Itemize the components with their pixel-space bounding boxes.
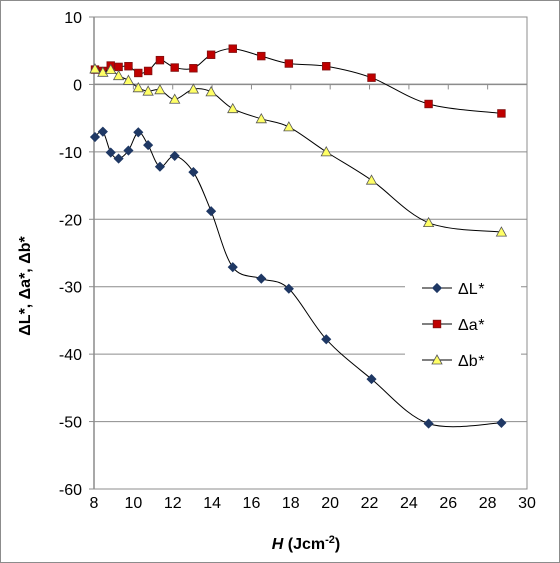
series-3-point-3 [105, 63, 117, 74]
legend-label-2-star: * [478, 317, 485, 334]
series-3-point-6 [132, 81, 144, 93]
series-1-point-17 [423, 418, 434, 429]
legend: ΔL*Δa*Δb* [405, 268, 521, 376]
series-3-point-8 [154, 83, 166, 95]
legend-background [405, 268, 521, 376]
series-3-point-15 [320, 146, 332, 157]
legend-label-2: Δa* [458, 317, 485, 334]
legend-label-1-star: * [478, 281, 485, 298]
series-3-point-5 [122, 74, 135, 85]
legend-label-1: ΔL* [458, 281, 485, 298]
series-2-point-9 [170, 63, 179, 72]
x-tick-label-22: 22 [361, 495, 379, 512]
x-tick-label-16: 16 [243, 495, 261, 512]
y-tick-label--30: -30 [59, 280, 82, 297]
series-2-point-8 [155, 55, 165, 65]
series-1-point-6 [133, 127, 144, 138]
y-axis-title: ΔL*, Δa*, Δb* [17, 236, 34, 336]
series-2-point-12 [228, 44, 237, 53]
legend-label-3-star: * [478, 353, 485, 370]
series-3-point-18 [495, 226, 508, 237]
series-1-point-9 [169, 150, 180, 161]
series-3-point-7 [142, 85, 154, 96]
series-1-point-14 [283, 283, 294, 294]
axes [89, 16, 528, 490]
series-1-point-15 [321, 334, 332, 345]
series-1-point-10 [188, 167, 199, 178]
series-2-point-4 [114, 62, 123, 72]
y-tick-label--60: -60 [59, 482, 82, 499]
y-tick-label-10: 10 [64, 10, 82, 27]
series-2-point-15 [322, 62, 331, 71]
x-tick-label-10: 10 [124, 495, 142, 512]
tick-labels: 8 10 12 14 16 18 20 22 24 26 28 30 10 0 -10 -20 -30 -40 -5… [59, 10, 536, 512]
x-axis-title-close: ) [335, 536, 340, 553]
series-1-point-18 [496, 417, 507, 428]
series-2-point-7 [143, 66, 153, 76]
series-1-point-12 [227, 262, 238, 273]
y-tick-label--50: -50 [59, 415, 82, 432]
series-2-point-5 [124, 62, 133, 71]
series-3-point-17 [422, 216, 435, 228]
series-1-point-13 [256, 273, 267, 284]
series-1-point-8 [154, 161, 165, 172]
series-3-point-2 [97, 66, 109, 77]
x-axis-title-variable: H [272, 536, 284, 553]
x-tick-label-28: 28 [479, 495, 497, 512]
series-layer [89, 44, 508, 429]
x-axis-title-unit: (Jcm [283, 536, 325, 553]
series-3 [89, 63, 508, 237]
series-3-point-9 [169, 93, 181, 104]
series-2-point-18 [497, 109, 506, 118]
x-tick-label-20: 20 [321, 495, 339, 512]
x-axis-title: H (Jcm-2) [272, 534, 340, 553]
series-2-point-13 [257, 51, 266, 61]
series-3-point-4 [112, 69, 125, 81]
legend-label-3: Δb* [458, 353, 485, 370]
x-tick-label-24: 24 [400, 495, 418, 512]
series-3-point-11 [205, 86, 217, 97]
x-tick-label-30: 30 [518, 495, 536, 512]
series-3-point-14 [283, 121, 295, 132]
legend-label-1-symbol: ΔL [458, 281, 478, 298]
series-1-point-7 [143, 140, 154, 151]
y-tick-label-0: 0 [73, 77, 82, 94]
legend-label-3-symbol: Δb [458, 353, 478, 370]
series-2-point-10 [189, 64, 198, 73]
series-2-point-17 [424, 99, 433, 109]
series-3-point-13 [255, 112, 267, 124]
series-1-point-2 [97, 126, 108, 137]
series-1 [89, 126, 507, 429]
x-tick-label-12: 12 [164, 495, 182, 512]
series-1-point-1 [89, 131, 101, 143]
x-axis-title-exponent: -2 [325, 534, 335, 546]
y-tick-label--40: -40 [59, 347, 82, 364]
legend-marker-2 [432, 319, 442, 329]
y-tick-label--10: -10 [59, 145, 82, 162]
series-2-point-14 [284, 59, 294, 68]
x-tick-label-8: 8 [90, 495, 99, 512]
series-2-point-16 [367, 73, 376, 82]
y-tick-label--20: -20 [59, 212, 82, 229]
x-tick-label-26: 26 [439, 495, 457, 512]
x-tick-label-18: 18 [282, 495, 300, 512]
series-3-point-16 [365, 174, 378, 185]
series-1-point-5 [123, 145, 134, 156]
series-1-point-4 [113, 153, 124, 164]
legend-marker-1 [431, 282, 443, 294]
series-3-point-10 [187, 83, 200, 94]
series-3-point-1 [89, 63, 101, 74]
x-tick-label-14: 14 [203, 495, 221, 512]
series-2-point-6 [134, 68, 143, 78]
series-2-point-11 [206, 50, 216, 59]
legend-marker-3 [431, 354, 443, 365]
legend-label-2-symbol: Δa [458, 317, 478, 334]
series-1-point-3 [105, 147, 116, 158]
series-3-point-12 [227, 102, 239, 114]
series-1-point-16 [366, 374, 377, 385]
series-1-point-11 [206, 206, 217, 217]
